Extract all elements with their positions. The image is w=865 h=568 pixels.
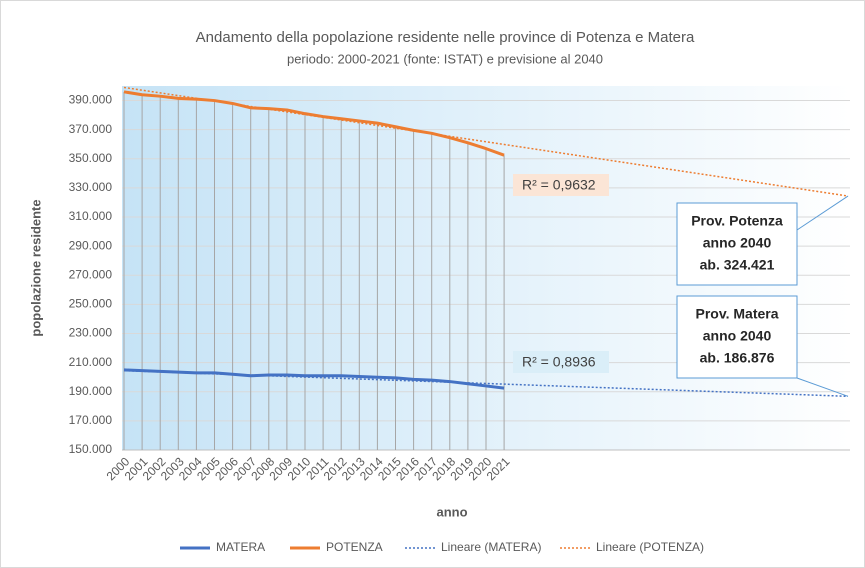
y-tick-label: 230.000 — [69, 326, 113, 340]
chart-title: Andamento della popolazione residente ne… — [196, 29, 695, 46]
y-tick-label: 190.000 — [69, 384, 113, 398]
callout-text: Prov. Matera — [696, 306, 779, 322]
chart-subtitle: periodo: 2000-2021 (fonte: ISTAT) e prev… — [287, 51, 603, 66]
y-tick-label: 390.000 — [69, 93, 113, 107]
legend-label: MATERA — [216, 540, 265, 554]
y-axis-label: popolazione residente — [28, 199, 43, 336]
y-tick-label: 170.000 — [69, 413, 113, 427]
y-tick-label: 290.000 — [69, 238, 113, 252]
y-tick-label: 250.000 — [69, 297, 113, 311]
y-tick-label: 350.000 — [69, 151, 113, 165]
callout-leader — [796, 377, 849, 397]
callout-leader — [796, 195, 849, 231]
callout-text: Prov. Potenza — [691, 213, 783, 229]
r2-label-bg — [513, 351, 609, 373]
legend-label: Lineare (POTENZA) — [596, 540, 704, 554]
r2-label: R² = 0,8936 — [522, 354, 596, 370]
r2-label-bg — [513, 174, 609, 196]
y-tick-label: 330.000 — [69, 180, 113, 194]
data-line — [123, 368, 505, 390]
y-tick-label: 150.000 — [69, 442, 113, 456]
callout-text: anno 2040 — [703, 235, 772, 251]
callout-text: ab. 186.876 — [700, 350, 775, 366]
trend-line — [123, 369, 849, 398]
legend-label: POTENZA — [326, 540, 383, 554]
y-tick-label: 310.000 — [69, 209, 113, 223]
y-tick-label: 270.000 — [69, 267, 113, 281]
x-axis-label: anno — [436, 504, 467, 519]
y-tick-label: 210.000 — [69, 355, 113, 369]
callout-text: anno 2040 — [703, 328, 772, 344]
callout-box — [676, 202, 798, 286]
y-tick-label: 370.000 — [69, 122, 113, 136]
callout-text: ab. 324.421 — [700, 257, 775, 273]
callout-box — [676, 295, 798, 379]
r2-label: R² = 0,9632 — [522, 177, 596, 193]
legend-label: Lineare (MATERA) — [441, 540, 541, 554]
